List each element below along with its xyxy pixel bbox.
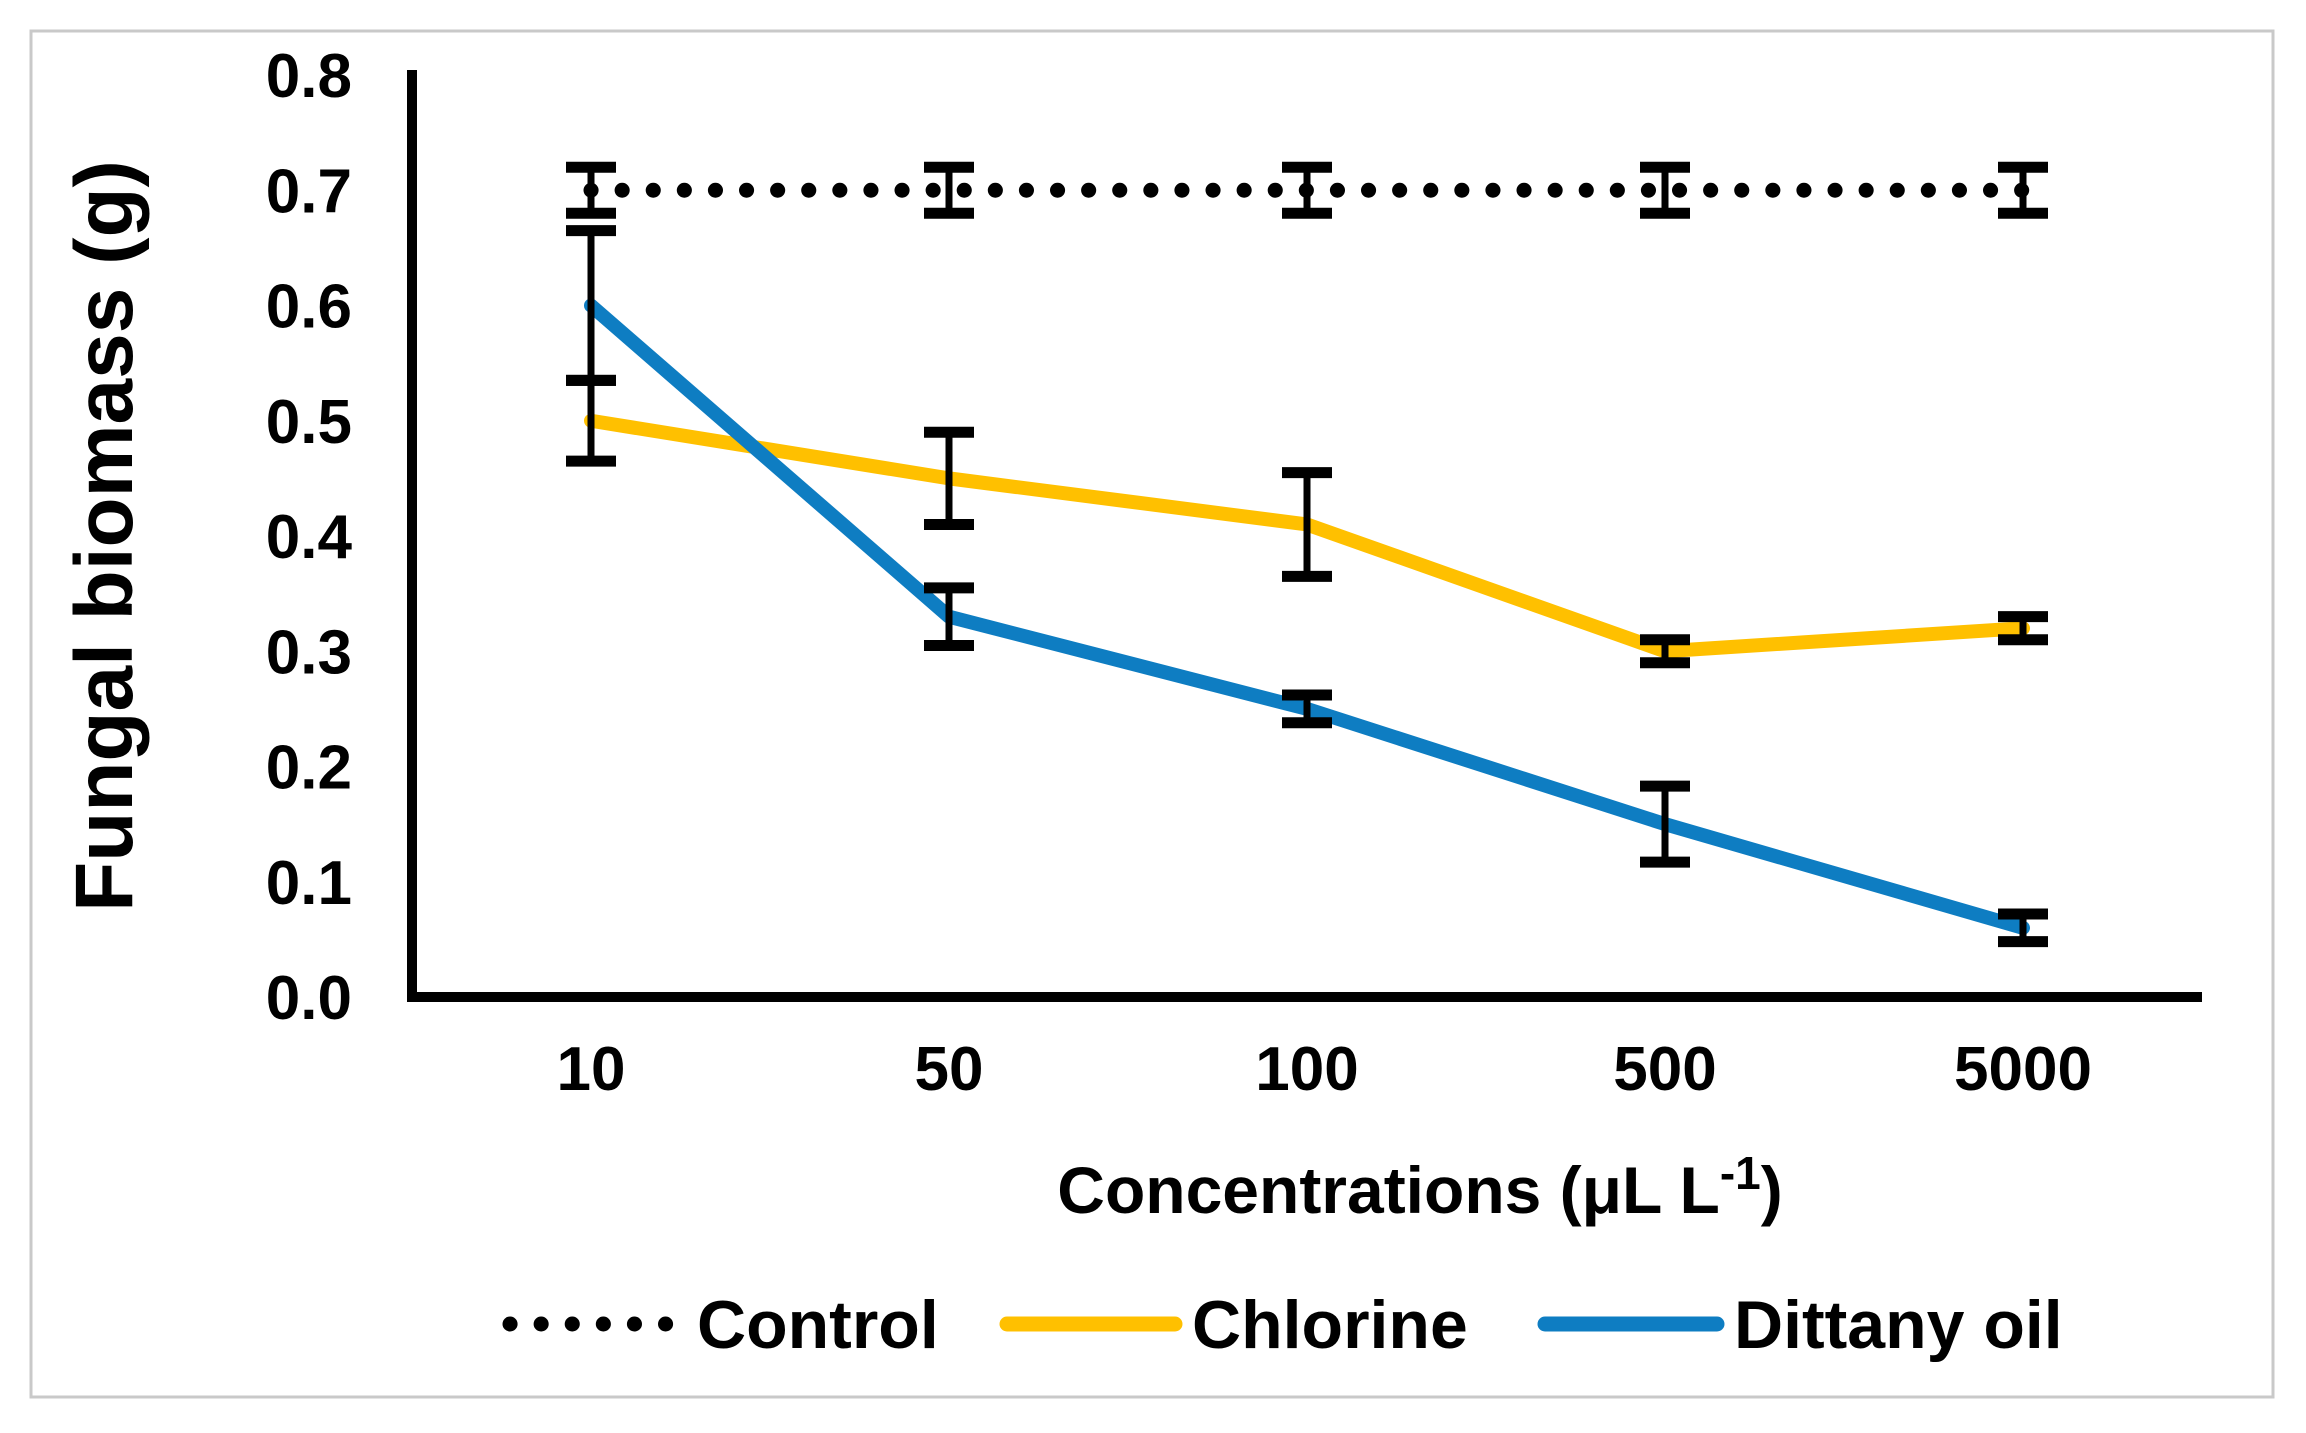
legend-label-dittany-oil: Dittany oil xyxy=(1734,1287,2063,1363)
y-tick-label: 0.8 xyxy=(266,42,352,111)
y-tick-label: 0.1 xyxy=(266,849,352,918)
plot-area: 0.0 0.1 0.2 0.3 0.4 0.5 0.6 0.7 0.8 10 50 100 500 500… xyxy=(266,42,2202,1363)
y-tick-label: 0.0 xyxy=(266,964,352,1033)
x-axis-title-superscript: -1 xyxy=(1720,1147,1761,1199)
y-tick-label: 0.6 xyxy=(266,273,352,342)
x-tick-label: 10 xyxy=(557,1035,626,1104)
x-axis-title: Concentrations (μL L-1) xyxy=(1057,1147,1782,1227)
figure-border xyxy=(29,29,2275,1399)
y-tick-label: 0.3 xyxy=(266,618,352,687)
legend-label-chlorine: Chlorine xyxy=(1192,1287,1468,1363)
legend-label-control: Control xyxy=(697,1287,939,1363)
x-axis-title-main: Concentrations (μL L xyxy=(1057,1153,1720,1227)
y-tick-label: 0.5 xyxy=(266,388,352,457)
y-tick-label: 0.2 xyxy=(266,734,352,803)
y-axis-title: Fungal biomass (g) xyxy=(59,160,150,912)
x-tick-label: 500 xyxy=(1613,1035,1716,1104)
x-tick-label: 50 xyxy=(915,1035,984,1104)
x-tick-label: 5000 xyxy=(1954,1035,2092,1104)
x-tick-label: 100 xyxy=(1255,1035,1358,1104)
y-tick-label: 0.4 xyxy=(266,503,353,572)
y-tick-label: 0.7 xyxy=(266,157,352,226)
x-axis-title-suffix: ) xyxy=(1761,1153,1783,1227)
